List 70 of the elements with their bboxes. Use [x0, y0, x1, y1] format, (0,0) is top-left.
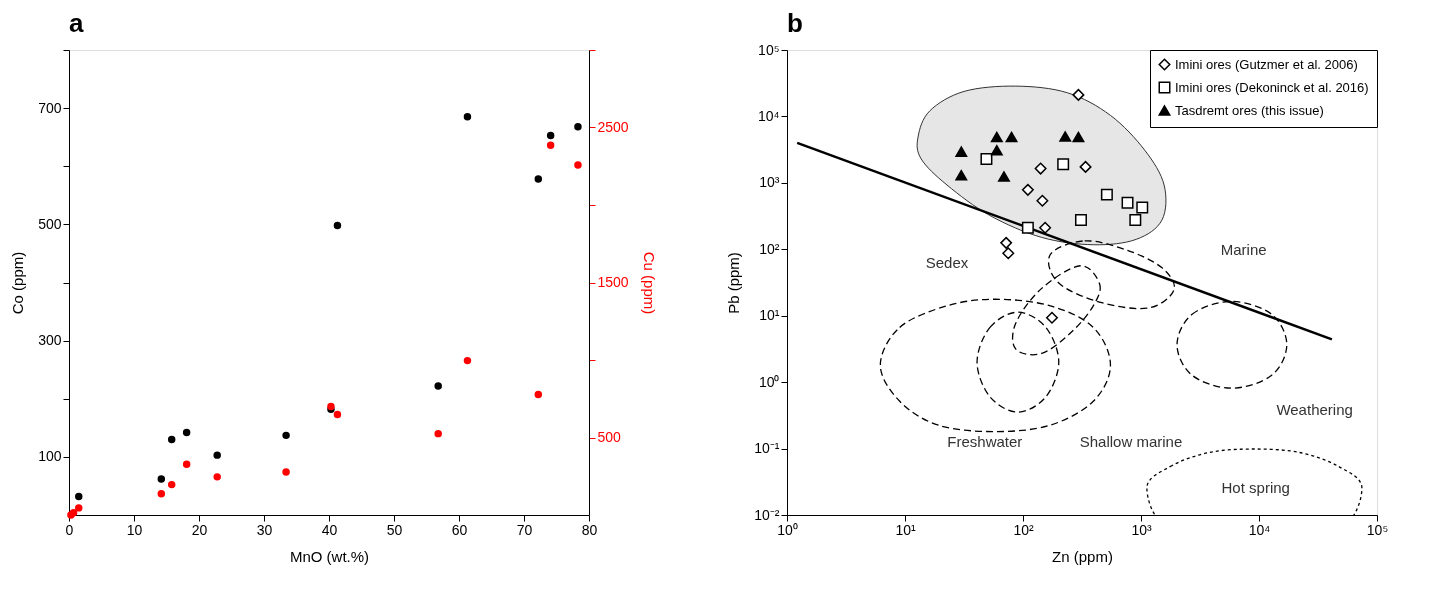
annotation: Weathering	[1276, 400, 1353, 418]
point	[463, 113, 472, 121]
x-tick-label: 60	[451, 521, 468, 538]
x-tick-label: 20	[191, 521, 208, 538]
point	[282, 468, 290, 476]
x-tick-label: 40	[321, 521, 338, 538]
point	[333, 221, 342, 230]
point	[182, 428, 191, 437]
point	[75, 504, 83, 512]
x-tick-label: 10⁰	[777, 521, 798, 538]
point	[574, 122, 582, 131]
annotation: Marine	[1220, 241, 1267, 259]
y-tick-label: 10⁻²	[754, 506, 780, 523]
y-axis-title: Pb (ppm)	[725, 252, 743, 314]
point	[546, 131, 555, 140]
y2-axis-title: Cu (ppm)	[640, 251, 658, 315]
chart-title: b	[787, 8, 803, 38]
x-tick-label: 30	[256, 521, 273, 538]
point	[333, 410, 342, 419]
legend-label: Imini ores (Dekoninck et al. 2016)	[1175, 79, 1369, 95]
point	[546, 141, 555, 149]
y-tick-label: 10²	[759, 240, 780, 257]
y-tick-label: 300	[38, 332, 62, 349]
x-tick-label: 70	[516, 521, 533, 538]
y2-tick-label: 2500	[597, 119, 629, 135]
x-tick-label: 0	[65, 521, 74, 538]
legend-label: Tasdremt ores (this issue)	[1175, 102, 1324, 118]
y-tick-label: 10¹	[759, 307, 780, 324]
chart-title: a	[69, 8, 84, 38]
point	[574, 161, 582, 169]
x-tick-label: 80	[581, 521, 598, 538]
point	[213, 473, 221, 481]
point	[534, 390, 543, 399]
point	[157, 475, 166, 483]
annotation: Shallow marine	[1079, 433, 1183, 451]
annotation: Hot spring	[1221, 479, 1290, 497]
point	[463, 356, 472, 365]
x-tick-label: 50	[386, 521, 403, 538]
y2-tick-label: 500	[597, 429, 622, 445]
point	[282, 431, 290, 440]
point	[434, 382, 442, 390]
y-tick-label: 100	[38, 448, 62, 465]
y-axis-title: Co (ppm)	[9, 251, 27, 315]
y2-tick-label: 1500	[597, 274, 629, 290]
legend-label: Imini ores (Gutzmer et al. 2006)	[1175, 56, 1358, 72]
y-tick-label: 10³	[759, 174, 780, 191]
x-tick-label: 10⁵	[1366, 521, 1389, 538]
point	[75, 492, 83, 501]
x-axis-title: Zn (ppm)	[1052, 547, 1113, 565]
point	[213, 451, 221, 459]
x-axis-title: MnO (wt.%)	[289, 547, 370, 565]
point	[182, 460, 191, 469]
annotation: Sedex	[925, 253, 969, 271]
x-tick-label: 10²	[1013, 521, 1034, 538]
y-tick-label: 500	[38, 215, 62, 232]
point	[167, 480, 176, 489]
x-tick-label: 10¹	[895, 521, 916, 538]
point	[434, 429, 442, 438]
y-tick-label: 10⁻¹	[754, 440, 780, 457]
point	[157, 490, 166, 498]
x-tick-label: 10³	[1131, 521, 1152, 538]
point	[167, 435, 176, 444]
point	[534, 175, 543, 183]
y-tick-label: 10⁵	[758, 41, 780, 58]
y-tick-label: 10⁰	[758, 373, 780, 390]
x-tick-label: 10⁴	[1248, 521, 1271, 538]
y-tick-label: 700	[38, 99, 62, 116]
y-tick-label: 10⁴	[757, 107, 780, 124]
x-tick-label: 10	[126, 521, 143, 538]
annotation: Freshwater	[947, 433, 1023, 451]
